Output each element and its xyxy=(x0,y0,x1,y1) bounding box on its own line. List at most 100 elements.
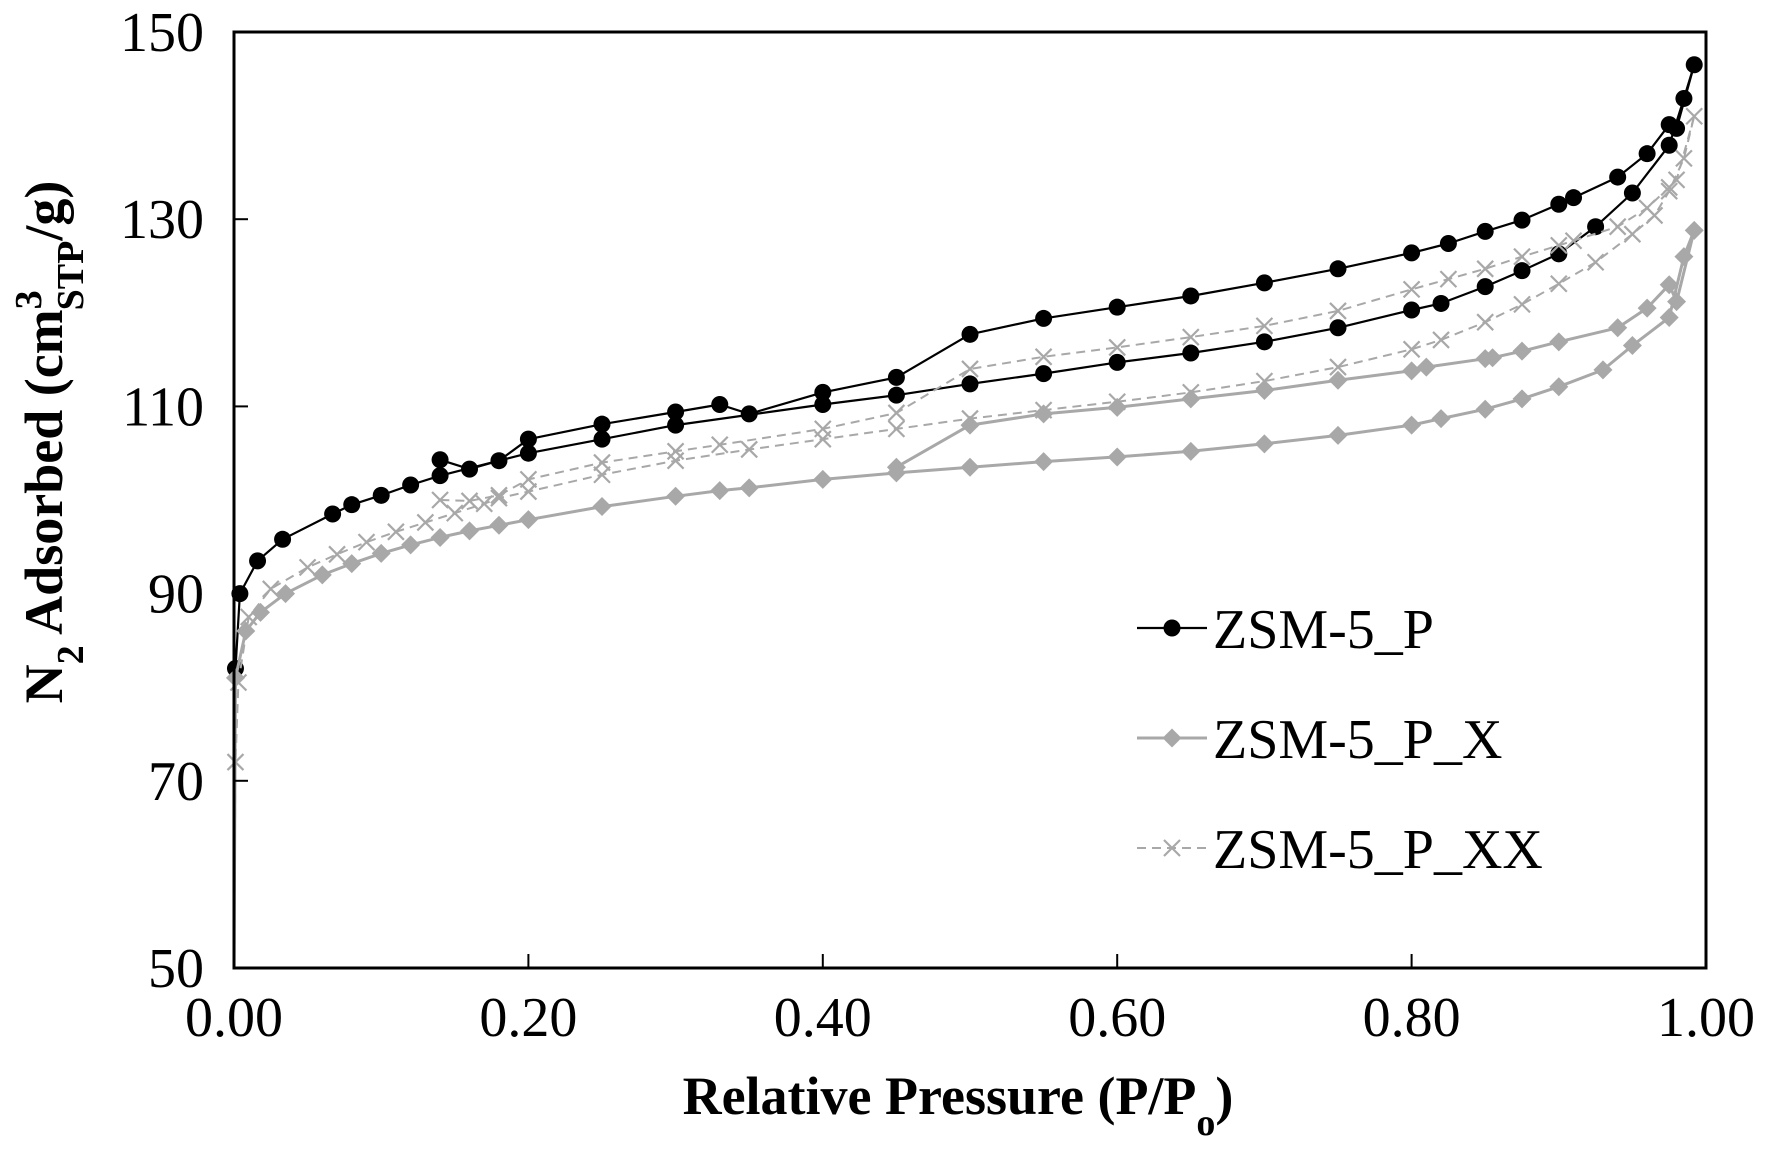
data-point xyxy=(519,470,538,489)
y-axis-title-n-subscript: 2 xyxy=(50,645,92,664)
data-point xyxy=(1328,425,1348,445)
x-axis-title: Relative Pressure (P/Po) xyxy=(683,1066,1234,1144)
legend-marker xyxy=(1162,728,1182,748)
data-point xyxy=(518,510,538,530)
data-point xyxy=(960,457,980,477)
data-point xyxy=(593,453,611,472)
data-point xyxy=(1609,168,1627,186)
data-point xyxy=(262,580,280,598)
data-point xyxy=(324,505,342,523)
data-point xyxy=(1035,309,1053,327)
data-point xyxy=(430,527,450,547)
series-3 xyxy=(226,107,1703,969)
data-point xyxy=(387,523,405,541)
legend-label: ZSM-5_P_XX xyxy=(1213,819,1543,881)
data-point xyxy=(1034,404,1054,424)
series-layer xyxy=(225,56,1704,969)
data-point xyxy=(343,496,361,514)
plot-frame xyxy=(232,30,1708,970)
data-point xyxy=(460,521,480,541)
data-point xyxy=(1675,149,1693,168)
x-tick-label: 1.00 xyxy=(1657,987,1755,1049)
legend-label: ZSM-5_P xyxy=(1213,599,1434,661)
data-point xyxy=(1034,401,1053,419)
data-point xyxy=(276,584,296,604)
data-point xyxy=(1549,377,1569,397)
data-point xyxy=(1660,136,1678,154)
y-axis-title-superscript: 3 xyxy=(8,290,50,309)
y-tick-label: 70 xyxy=(148,751,204,813)
data-point xyxy=(328,545,346,564)
data-point xyxy=(593,430,611,448)
data-point xyxy=(416,513,435,532)
legend-marker xyxy=(1163,619,1181,637)
data-point xyxy=(710,481,730,501)
data-point xyxy=(1659,275,1679,295)
data-point xyxy=(592,497,612,517)
data-point xyxy=(460,492,479,510)
data-point xyxy=(1403,301,1421,319)
data-point xyxy=(666,486,686,506)
data-point xyxy=(961,325,979,343)
data-point xyxy=(312,565,332,585)
data-point xyxy=(961,360,979,378)
data-point xyxy=(593,415,611,433)
data-point xyxy=(1667,292,1687,312)
data-point xyxy=(1254,380,1274,400)
data-point xyxy=(1329,302,1347,320)
data-point xyxy=(813,469,833,489)
data-point xyxy=(1182,344,1200,362)
data-point xyxy=(961,409,979,428)
data-point xyxy=(519,430,537,448)
data-point xyxy=(490,486,508,505)
x-axis-title-main: Relative Pressure (P/P xyxy=(683,1066,1197,1126)
data-point xyxy=(239,608,258,626)
series-line-adsorption xyxy=(233,115,1696,969)
data-point xyxy=(711,396,729,414)
data-point xyxy=(1513,247,1531,266)
y-tick-label: 90 xyxy=(148,564,204,626)
data-point xyxy=(1107,447,1127,467)
data-point xyxy=(1549,332,1569,352)
data-point xyxy=(475,494,494,513)
data-point xyxy=(519,444,537,462)
data-point xyxy=(1182,287,1200,305)
data-point xyxy=(1439,235,1457,253)
y-axis-title-end: /g) xyxy=(14,181,74,242)
data-point xyxy=(1565,189,1583,207)
data-point xyxy=(887,386,905,404)
data-point xyxy=(667,403,685,421)
data-point xyxy=(887,420,906,438)
data-point xyxy=(1660,116,1678,134)
data-point xyxy=(1107,397,1127,417)
data-point xyxy=(814,383,832,401)
series-line-desorption xyxy=(439,64,1696,471)
data-point xyxy=(886,457,906,477)
data-point xyxy=(1108,338,1126,357)
legend-marker xyxy=(1163,839,1181,857)
data-point xyxy=(1182,383,1200,402)
data-point xyxy=(1512,341,1532,361)
data-point xyxy=(1513,211,1531,229)
data-point xyxy=(960,415,980,435)
y-axis-title-n: N xyxy=(14,664,74,703)
data-point xyxy=(1181,389,1201,409)
data-point xyxy=(1638,145,1656,163)
data-point xyxy=(431,467,449,485)
y-tick-label: 110 xyxy=(122,376,204,438)
data-point xyxy=(1608,318,1628,338)
data-point xyxy=(1476,222,1494,240)
data-point xyxy=(1659,307,1679,327)
data-point xyxy=(1637,298,1657,318)
data-point xyxy=(1108,353,1126,371)
data-point xyxy=(740,440,758,459)
data-point xyxy=(1623,184,1641,202)
data-point xyxy=(1255,372,1274,390)
data-point xyxy=(372,486,390,504)
data-point xyxy=(489,515,509,535)
data-point xyxy=(1416,357,1436,377)
data-point xyxy=(887,404,906,422)
y-tick-label: 130 xyxy=(120,189,204,251)
data-point xyxy=(1255,333,1273,351)
